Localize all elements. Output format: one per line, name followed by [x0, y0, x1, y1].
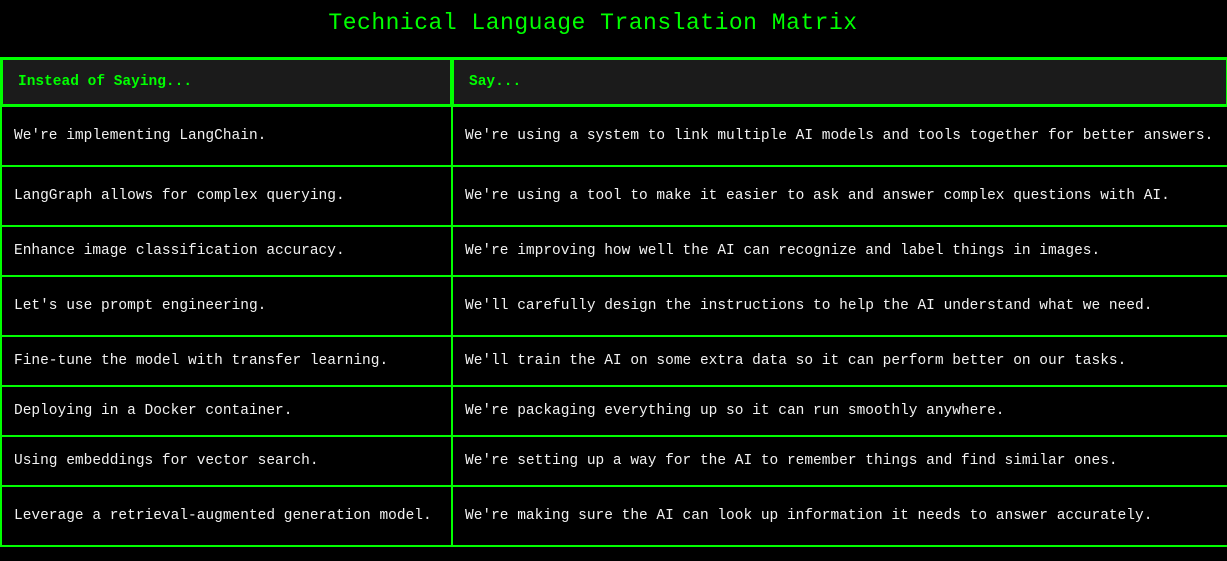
- page-title: Technical Language Translation Matrix: [328, 10, 858, 36]
- cell-say: We're making sure the AI can look up inf…: [451, 485, 1227, 547]
- table-row: Let's use prompt engineering. We'll care…: [0, 275, 1227, 337]
- cell-say: We're setting up a way for the AI to rem…: [451, 435, 1227, 487]
- column-header-say: Say...: [451, 57, 1227, 107]
- cell-instead: Using embeddings for vector search.: [0, 435, 453, 487]
- cell-instead: We're implementing LangChain.: [0, 105, 453, 167]
- table-row: LangGraph allows for complex querying. W…: [0, 165, 1227, 227]
- cell-instead: Deploying in a Docker container.: [0, 385, 453, 437]
- cell-say: We're improving how well the AI can reco…: [451, 225, 1227, 277]
- table-row: Using embeddings for vector search. We'r…: [0, 435, 1227, 487]
- cell-instead: Let's use prompt engineering.: [0, 275, 453, 337]
- cell-instead: Enhance image classification accuracy.: [0, 225, 453, 277]
- table-row: Fine-tune the model with transfer learni…: [0, 335, 1227, 387]
- cell-say: We're using a tool to make it easier to …: [451, 165, 1227, 227]
- cell-say: We're using a system to link multiple AI…: [451, 105, 1227, 167]
- cell-say: We'll train the AI on some extra data so…: [451, 335, 1227, 387]
- table-row: Enhance image classification accuracy. W…: [0, 225, 1227, 277]
- cell-say: We'll carefully design the instructions …: [451, 275, 1227, 337]
- cell-instead: Leverage a retrieval-augmented generatio…: [0, 485, 453, 547]
- translation-matrix-table: Instead of Saying... Say... We're implem…: [0, 57, 1227, 547]
- cell-say: We're packaging everything up so it can …: [451, 385, 1227, 437]
- cell-instead: Fine-tune the model with transfer learni…: [0, 335, 453, 387]
- cell-instead: LangGraph allows for complex querying.: [0, 165, 453, 227]
- table-row: We're implementing LangChain. We're usin…: [0, 105, 1227, 167]
- table-row: Leverage a retrieval-augmented generatio…: [0, 485, 1227, 547]
- column-header-instead: Instead of Saying...: [0, 57, 453, 107]
- table-header-row: Instead of Saying... Say...: [0, 57, 1227, 107]
- table-row: Deploying in a Docker container. We're p…: [0, 385, 1227, 437]
